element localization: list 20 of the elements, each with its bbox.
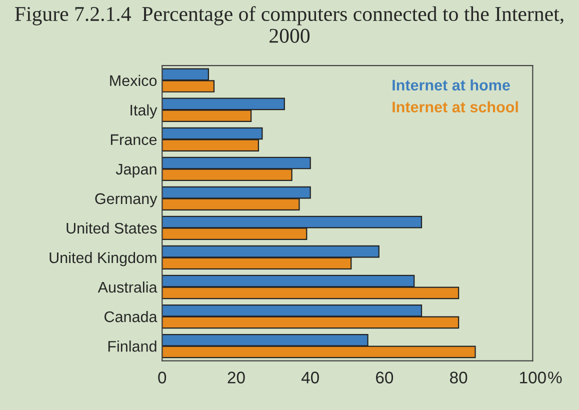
y-tick-label: France	[110, 134, 157, 146]
y-tick-label: Canada	[104, 310, 158, 322]
y-tick-label: Australia	[98, 281, 158, 293]
y-tick-label: Finland	[108, 340, 156, 352]
y-tick-label: Japan	[116, 164, 156, 178]
x-axis-title: %	[548, 372, 562, 384]
y-tick-label: Germany	[95, 193, 158, 208]
x-tick-label: 0	[158, 372, 166, 384]
chart-title: Figure 7.2.1.4 Percentage of computers connected to the Internet, 2000	[15, 6, 564, 43]
y-tick-label: Mexico	[110, 74, 157, 86]
text: Internet at school	[392, 101, 518, 112]
x-tick-label: 60	[376, 372, 394, 384]
y-tick-label: United Kingdom	[50, 252, 156, 266]
x-tick-label: 80	[450, 372, 468, 384]
x-tick-label: 20	[228, 372, 245, 384]
x-tick-label: 100	[520, 372, 546, 384]
x-tick-label: 40	[301, 372, 319, 384]
y-tick-label: United States	[66, 222, 157, 234]
y-tick-label: Italy	[130, 104, 158, 119]
text: Internet at home	[392, 79, 510, 91]
